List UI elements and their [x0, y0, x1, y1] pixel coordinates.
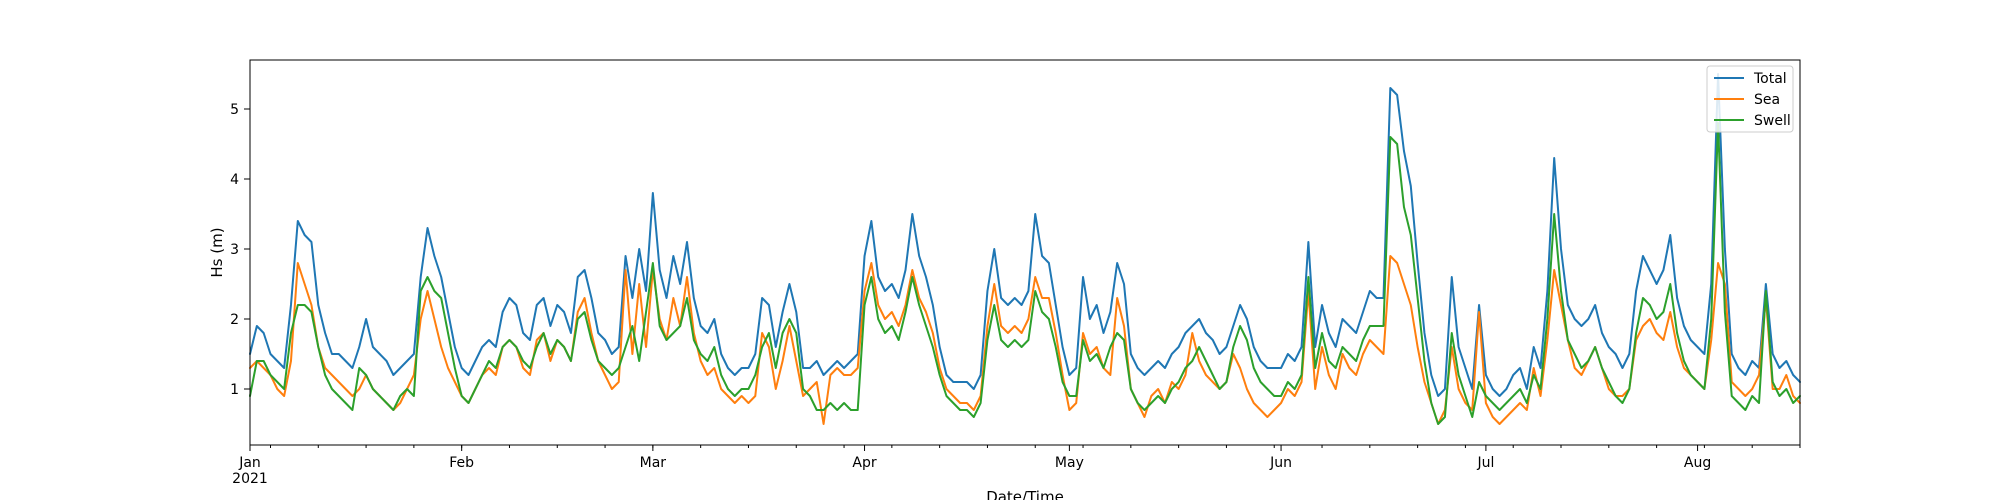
series-layer	[249, 73, 1801, 425]
x-tick-label-aug: Aug	[1684, 455, 1711, 471]
y-tick-label-2: 2	[230, 312, 239, 328]
plot-background	[250, 60, 1800, 445]
y-axis: 1 2 3 4 5	[230, 102, 250, 398]
x-tick-label-jul: Jul	[1476, 455, 1494, 471]
y-tick-label-5: 5	[230, 102, 239, 118]
legend-label-sea: Sea	[1754, 92, 1780, 108]
y-tick-label-3: 3	[230, 242, 239, 258]
y-tick-label-1: 1	[230, 382, 239, 398]
legend-frame	[1706, 65, 1794, 133]
x-tick-label-jun: Jun	[1269, 455, 1292, 471]
x-axis-label: Date/Time	[986, 488, 1064, 500]
legend: Total Sea Swell	[1706, 65, 1794, 133]
legend-label-total: Total	[1753, 71, 1787, 87]
x-tick-label-feb: Feb	[449, 455, 474, 471]
y-axis-label: Hs (m)	[208, 227, 226, 277]
series-line-swell	[249, 122, 1801, 425]
x-tick-sublabel-jan: 2021	[232, 471, 268, 487]
legend-label-swell: Swell	[1754, 113, 1791, 129]
y-tick-label-4: 4	[230, 172, 239, 188]
x-tick-label-may: May	[1055, 455, 1084, 471]
plot-frame	[249, 59, 1801, 446]
x-tick-label-apr: Apr	[852, 455, 876, 471]
x-tick-label-mar: Mar	[640, 455, 667, 471]
series-line-total	[249, 73, 1801, 397]
x-tick-label-jan: Jan	[238, 455, 261, 471]
